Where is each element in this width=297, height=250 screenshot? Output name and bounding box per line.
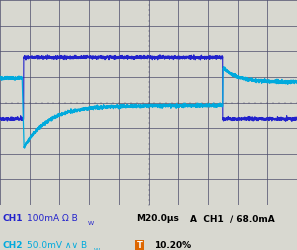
Text: W: W bbox=[94, 248, 100, 250]
Text: W: W bbox=[88, 221, 94, 226]
Text: CH2: CH2 bbox=[3, 241, 23, 250]
Text: T: T bbox=[137, 241, 143, 250]
Text: 50.0mV ∧∨ B: 50.0mV ∧∨ B bbox=[27, 241, 87, 250]
Text: 10.20%: 10.20% bbox=[154, 241, 192, 250]
Text: 100mA Ω B: 100mA Ω B bbox=[27, 214, 78, 223]
Text: A  CH1  ∕ 68.0mA: A CH1 ∕ 68.0mA bbox=[190, 214, 275, 223]
Text: M20.0μs: M20.0μs bbox=[137, 214, 179, 223]
Text: CH1: CH1 bbox=[3, 214, 23, 223]
